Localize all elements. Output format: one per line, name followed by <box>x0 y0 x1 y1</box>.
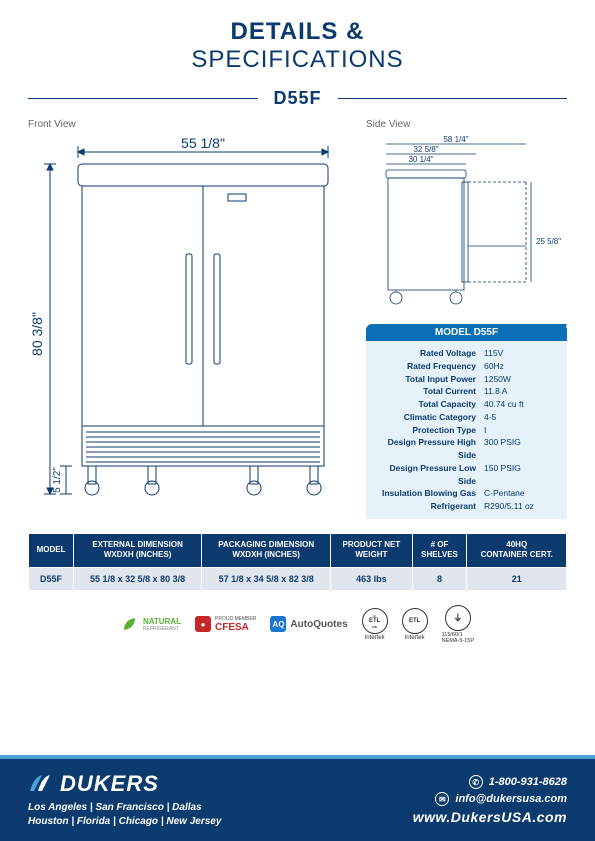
footer-website: www.DukersUSA.com <box>413 809 567 825</box>
front-base-dim: 5 1/2" <box>52 467 63 493</box>
nema-cert: ⏚ 115/60/1NEMA-5-15P <box>442 605 474 644</box>
spec-row: Design Pressure Low Side150 PSIG <box>374 462 559 488</box>
spec-box-title: MODEL D55F <box>366 324 567 341</box>
side-view-drawing: 58 1/4" 32 5/8" 30 1/4" 25 5/8" <box>366 134 566 314</box>
th-external: EXTERNAL DIMENSIONWXDXH (INCHES) <box>74 533 202 567</box>
front-view-drawing: 55 1/8" 80 3/8" 5 1/2" <box>28 134 348 514</box>
leaf-icon <box>121 615 139 633</box>
spec-row: Total Input Power1250W <box>374 373 559 386</box>
header-line2: SPECIFICATIONS <box>0 46 595 74</box>
spec-row: RefrigerantR290/5.11 oz <box>374 500 559 513</box>
cfesa-logo: ● PROUD MEMBER CFESA <box>195 616 256 633</box>
dimensions-table: MODEL EXTERNAL DIMENSIONWXDXH (INCHES) P… <box>28 533 567 591</box>
front-view-column: Front View 55 1/8" 80 3/8" <box>28 119 348 519</box>
table-row: D55F 55 1/8 x 32 5/8 x 80 3/8 57 1/8 x 3… <box>29 567 567 590</box>
spec-row: Rated Frequency60Hz <box>374 360 559 373</box>
autoquotes-logo: AQ AutoQuotes <box>270 616 347 632</box>
header-line1: DETAILS & <box>0 18 595 46</box>
th-packaging: PACKAGING DIMENSIONWXDXH (INCHES) <box>202 533 331 567</box>
page-header: DETAILS & SPECIFICATIONS <box>0 0 595 84</box>
side-view-label: Side View <box>366 119 567 130</box>
rule-right <box>338 98 568 99</box>
front-view-label: Front View <box>28 119 348 130</box>
spec-row: Insulation Blowing GasC-Pentane <box>374 487 559 500</box>
footer-left: DUKERS Los Angeles | San Francisco | Dal… <box>28 771 413 829</box>
phone-icon: ✆ <box>469 775 483 789</box>
front-width-dim: 55 1/8" <box>181 135 225 151</box>
spec-row: Protection TypeI <box>374 424 559 437</box>
side-depth1: 58 1/4" <box>443 135 468 144</box>
side-depth2: 32 5/8" <box>413 145 438 154</box>
spec-body: Rated Voltage115V Rated Frequency60Hz To… <box>366 341 567 519</box>
th-container: 40HQCONTAINER CERT. <box>467 533 567 567</box>
spec-row: Design Pressure High Side300 PSIG <box>374 436 559 462</box>
certification-logos: NATURAL REFRIGERANT ● PROUD MEMBER CFESA… <box>28 605 567 644</box>
rule-left <box>28 98 258 99</box>
spec-row: Total Capacity40.74 cu ft <box>374 398 559 411</box>
spec-row: Rated Voltage115V <box>374 347 559 360</box>
page-footer: DUKERS Los Angeles | San Francisco | Dal… <box>0 755 595 841</box>
model-divider: D55F <box>0 84 595 119</box>
brand-icon <box>28 773 54 795</box>
footer-email: ✉ info@dukersusa.com <box>435 792 567 806</box>
spec-row: Climatic Category4-5 <box>374 411 559 424</box>
drawings-row: Front View 55 1/8" 80 3/8" <box>0 119 595 519</box>
footer-locations: Los Angeles | San Francisco | Dallas Hou… <box>28 801 413 829</box>
email-icon: ✉ <box>435 792 449 806</box>
spec-box: MODEL D55F Rated Voltage115V Rated Frequ… <box>366 324 567 519</box>
side-view-column: Side View 58 1/4" 32 5/8" 30 1/4" 25 5/ <box>366 119 567 519</box>
front-height-dim: 80 3/8" <box>29 312 45 356</box>
side-depth3: 30 1/4" <box>408 155 433 164</box>
natural-refrigerant-logo: NATURAL REFRIGERANT <box>121 615 181 633</box>
footer-phone: ✆ 1-800-931-8628 <box>469 775 567 789</box>
side-door-dim: 25 5/8" <box>536 237 561 246</box>
brand-logo: DUKERS <box>28 771 413 797</box>
spec-row: Total Current11.8 A <box>374 385 559 398</box>
etl-c-cert: cETLus Intertek <box>362 608 388 641</box>
th-shelves: # OFSHELVES <box>412 533 467 567</box>
th-model: MODEL <box>29 533 74 567</box>
etl-cert: ETL Intertek <box>402 608 428 641</box>
model-code: D55F <box>258 88 338 109</box>
footer-right: ✆ 1-800-931-8628 ✉ info@dukersusa.com ww… <box>413 771 567 829</box>
th-weight: PRODUCT NETWEIGHT <box>331 533 412 567</box>
